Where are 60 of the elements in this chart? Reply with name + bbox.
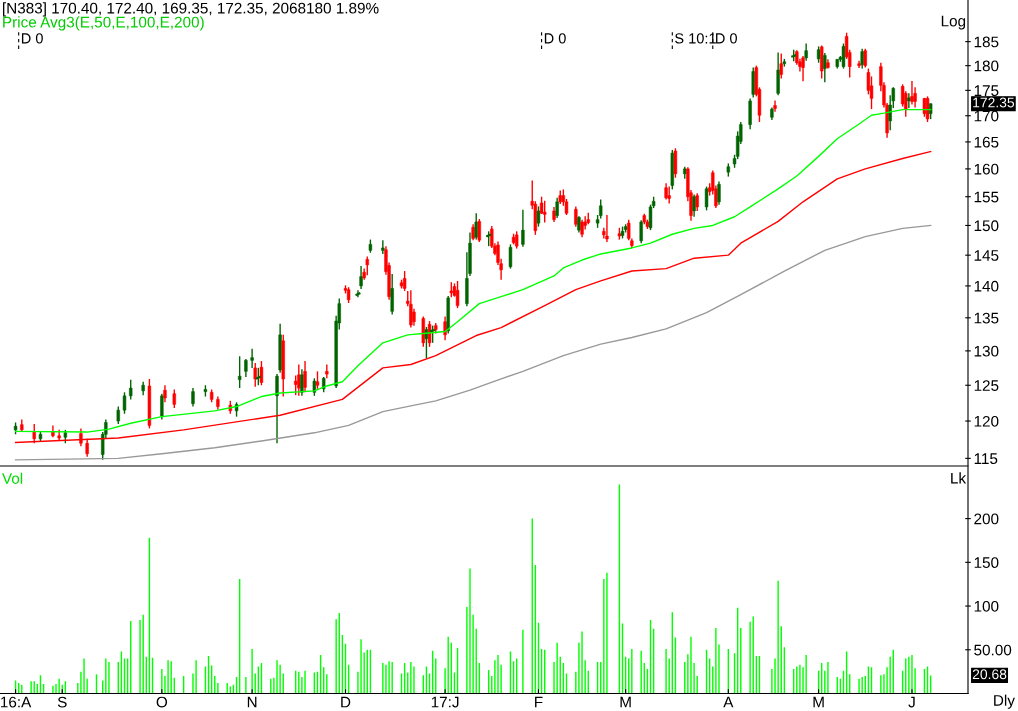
candlestick xyxy=(237,355,242,389)
x-tick-label: 16:A xyxy=(1,696,32,708)
candlestick xyxy=(508,243,513,270)
y-tick-label: 185 xyxy=(974,36,999,48)
y-tick-label: 50.00 xyxy=(974,644,1012,656)
ref-line-label: D 0 xyxy=(21,33,43,44)
candlestick xyxy=(355,289,361,298)
y-tick-label: 150 xyxy=(974,557,999,569)
y-axis-title: Lk xyxy=(951,472,967,484)
candlestick xyxy=(605,214,609,243)
candlestick xyxy=(779,52,783,80)
y-tick-label: 150 xyxy=(974,220,999,232)
y-tick-label: 115 xyxy=(974,453,998,465)
x-tick-label: F xyxy=(535,696,543,708)
candlestick xyxy=(673,147,678,179)
ref-line-label: S 10:1 xyxy=(675,33,716,44)
y-tick-label: 130 xyxy=(974,345,999,357)
y-tick-label: 125 xyxy=(974,380,999,391)
x-tick-label: M xyxy=(620,696,631,708)
x-tick-label: N xyxy=(247,696,257,708)
candlestick xyxy=(543,199,547,224)
x-tick-label: O xyxy=(156,696,168,708)
y-tick-label: 165 xyxy=(974,136,999,148)
candlestick xyxy=(122,391,127,415)
y-tick-label: 200 xyxy=(974,513,999,525)
y-tick-label: 180 xyxy=(974,60,999,72)
candlestick xyxy=(281,334,285,398)
x-tick-label: D xyxy=(341,696,351,708)
candlestick xyxy=(863,48,867,69)
y-tick-label: 160 xyxy=(974,163,999,175)
x-tick-label: J xyxy=(908,696,915,708)
chart-title: Vol xyxy=(2,472,23,484)
x-tick-label: A xyxy=(723,696,734,708)
y-axis-title: Log xyxy=(941,15,966,30)
text: 172.35 xyxy=(973,97,1015,108)
candlestick xyxy=(704,185,709,212)
text: 20.68 xyxy=(972,669,1007,680)
candlestick xyxy=(253,362,257,388)
y-tick-label: 120 xyxy=(974,415,999,427)
y-tick-label: 100 xyxy=(974,600,999,612)
x-tick-label: 17:J xyxy=(431,696,459,708)
candlestick xyxy=(536,205,541,228)
y-tick-label: 145 xyxy=(974,250,999,261)
y-tick-label: 155 xyxy=(974,191,999,203)
line-series xyxy=(14,224,932,461)
chart-title: [N383] 170.40, 172.40, 169.35, 172.35, 2068180 1.89% xyxy=(3,2,379,17)
candlestick xyxy=(129,378,133,401)
x-tick-label: M xyxy=(813,696,824,708)
text: Dly xyxy=(994,694,1015,709)
candlestick xyxy=(172,388,176,409)
y-tick-label: 170 xyxy=(974,110,999,122)
x-tick-label: S xyxy=(57,696,67,708)
ref-line-label: D 0 xyxy=(716,33,737,44)
candlestick xyxy=(477,218,482,243)
y-tick-label: 175 xyxy=(974,85,999,97)
y-tick-label: 140 xyxy=(974,280,999,292)
ref-line-label: D 0 xyxy=(544,33,566,44)
annotation: Price Avg3(E,50,E,100,E,200) xyxy=(3,16,204,31)
y-tick-label: 135 xyxy=(974,312,999,324)
candlestick xyxy=(365,255,369,277)
